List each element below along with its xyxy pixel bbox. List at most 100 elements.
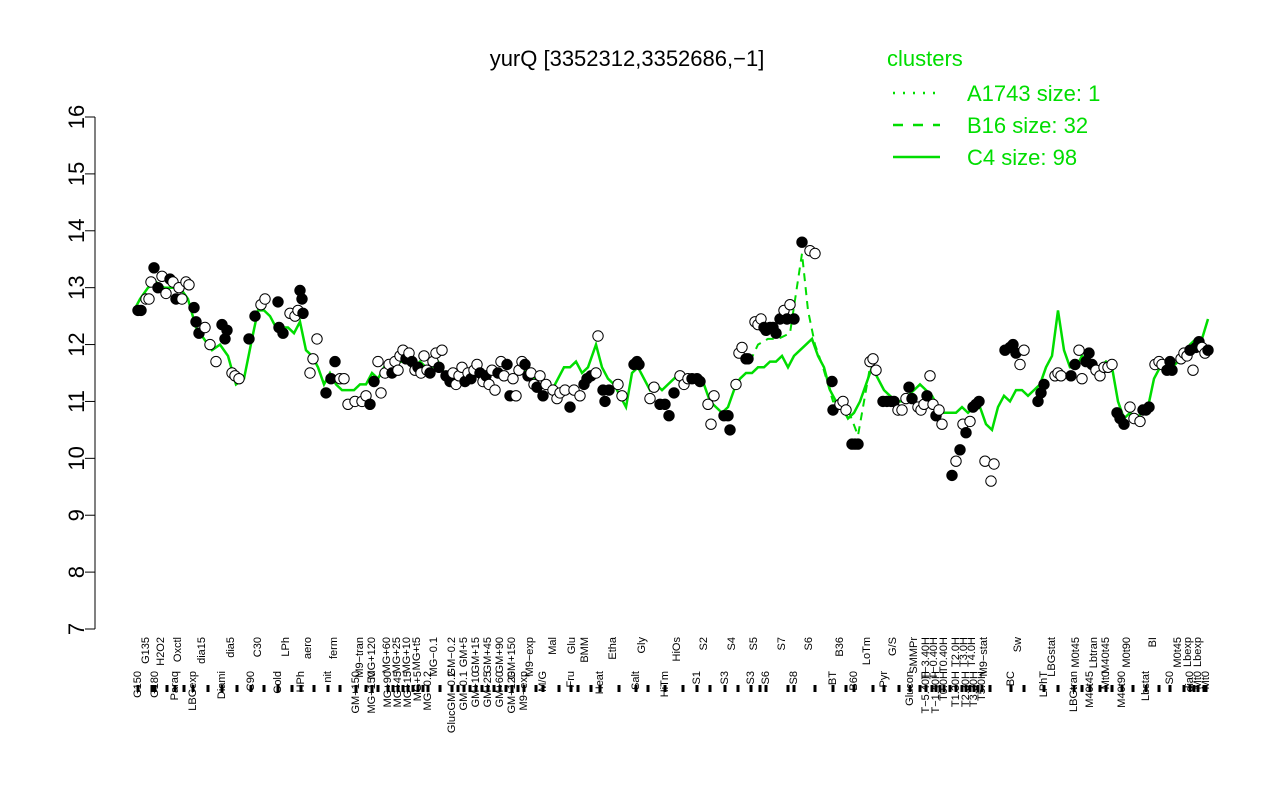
data-point xyxy=(424,367,436,379)
x-tick-label: S2 xyxy=(698,637,710,650)
x-tick-label: LPhT xyxy=(1038,671,1050,698)
x-tick-label: S6 xyxy=(803,637,815,650)
data-point xyxy=(599,395,611,408)
data-point xyxy=(870,364,882,376)
x-tick-label: MG+t5 xyxy=(411,637,423,670)
x-tick-label: Mt0 xyxy=(1192,671,1204,689)
data-point xyxy=(648,381,660,393)
data-point xyxy=(135,304,147,317)
x-tick-label: S7 xyxy=(776,637,788,650)
points-layer xyxy=(132,236,1214,487)
data-point xyxy=(960,427,972,439)
x-tick-label: T−1.40H xyxy=(930,671,942,714)
legend-label-b16: B16 size: 32 xyxy=(967,113,1088,138)
x-tick-label: M9−exp xyxy=(518,671,530,710)
y-tick-label: 12 xyxy=(64,332,89,356)
data-point xyxy=(954,444,966,456)
x-tick-label: S3 xyxy=(745,671,757,684)
data-point xyxy=(199,321,211,334)
data-point xyxy=(1069,358,1081,371)
data-point xyxy=(708,390,720,402)
x-tick-label: G150 xyxy=(132,671,144,698)
y-tick-label: 14 xyxy=(64,219,89,243)
y-tick-label: 10 xyxy=(64,446,89,470)
data-point xyxy=(210,355,222,368)
x-tick-label: Diami xyxy=(216,671,228,699)
x-tick-label: GM+60 xyxy=(494,671,506,707)
x-tick-label: MG+150 xyxy=(366,671,378,714)
data-point xyxy=(736,341,748,354)
data-point xyxy=(1166,364,1178,376)
data-point xyxy=(840,404,852,416)
x-tick-label: T2.0H xyxy=(950,637,962,667)
x-tick-label: M9−tran xyxy=(354,637,366,678)
x-tick-label: Fru xyxy=(565,671,577,688)
data-point xyxy=(204,338,216,351)
data-point xyxy=(297,307,309,319)
x-tick-label: nit xyxy=(322,671,334,683)
x-tick-label: MG+60 xyxy=(381,637,393,673)
data-point xyxy=(1073,344,1085,356)
series-line-dashed xyxy=(749,253,871,440)
x-tick-label: H2O2 xyxy=(155,637,167,666)
data-point xyxy=(722,410,734,422)
x-tick-label: G135 xyxy=(140,637,152,664)
data-point xyxy=(896,404,908,416)
data-point xyxy=(489,384,501,396)
x-tick-label: T4.0H xyxy=(966,637,978,667)
x-tick-label: GM+10 xyxy=(470,671,482,707)
legend-title: clusters xyxy=(887,46,963,71)
data-point xyxy=(259,293,271,305)
x-tick-label: T1.30H xyxy=(950,671,962,707)
x-tick-label: GM+150 xyxy=(350,671,362,714)
x-tick-label: M0t45 xyxy=(1172,637,1184,668)
data-point xyxy=(964,415,976,428)
x-tick-label: GlucGM−0.2 xyxy=(446,671,458,733)
x-tick-label: T−0.40H xyxy=(928,637,940,680)
data-point xyxy=(903,381,915,393)
data-point xyxy=(183,279,195,291)
data-point xyxy=(436,344,448,356)
data-point xyxy=(867,353,879,365)
data-point xyxy=(329,355,341,368)
x-tick-label: Lbexp xyxy=(1192,637,1204,667)
data-point xyxy=(243,333,255,345)
x-tick-label: S3 xyxy=(719,671,731,684)
x-tick-label: Lbtran xyxy=(1088,637,1100,668)
data-point xyxy=(510,390,522,402)
x-tick-label: M40t45 xyxy=(1100,637,1112,674)
y-axis: 7 8 9 10 11 12 13 14 15 16 xyxy=(64,105,96,635)
data-point xyxy=(537,390,549,402)
data-point xyxy=(694,375,706,388)
x-tick-label: S0 xyxy=(1164,671,1176,684)
data-point xyxy=(338,373,350,385)
x-tick-label: dia5 xyxy=(225,637,237,658)
x-tick-label: BMM xyxy=(579,637,591,663)
x-tick-label: T0.40H xyxy=(938,637,950,673)
data-point xyxy=(936,418,948,430)
x-tick-label: C90 xyxy=(245,671,257,691)
y-tick-label: 11 xyxy=(64,390,89,413)
data-point xyxy=(809,247,821,260)
data-point xyxy=(592,330,604,342)
data-point xyxy=(307,353,319,365)
data-point xyxy=(742,353,754,365)
x-tick-label: S6 xyxy=(760,671,772,684)
data-point xyxy=(973,395,985,408)
data-point xyxy=(1014,358,1026,371)
y-tick-label: 9 xyxy=(64,509,89,521)
data-point xyxy=(788,313,800,325)
x-tick-label: LoTm xyxy=(861,637,873,665)
x-tick-label: C30 xyxy=(252,637,264,657)
data-point xyxy=(233,373,245,385)
data-point xyxy=(988,458,1000,470)
data-point xyxy=(507,373,519,385)
x-tick-label: MG+10 xyxy=(401,637,413,673)
data-point xyxy=(188,301,200,314)
data-point xyxy=(616,390,628,402)
data-point xyxy=(668,387,680,399)
x-tick-label: Mt0 xyxy=(1200,671,1212,689)
x-tick-label: HiTm xyxy=(659,671,671,697)
data-point xyxy=(375,387,387,399)
x-tick-label: M9−stat xyxy=(978,637,990,676)
